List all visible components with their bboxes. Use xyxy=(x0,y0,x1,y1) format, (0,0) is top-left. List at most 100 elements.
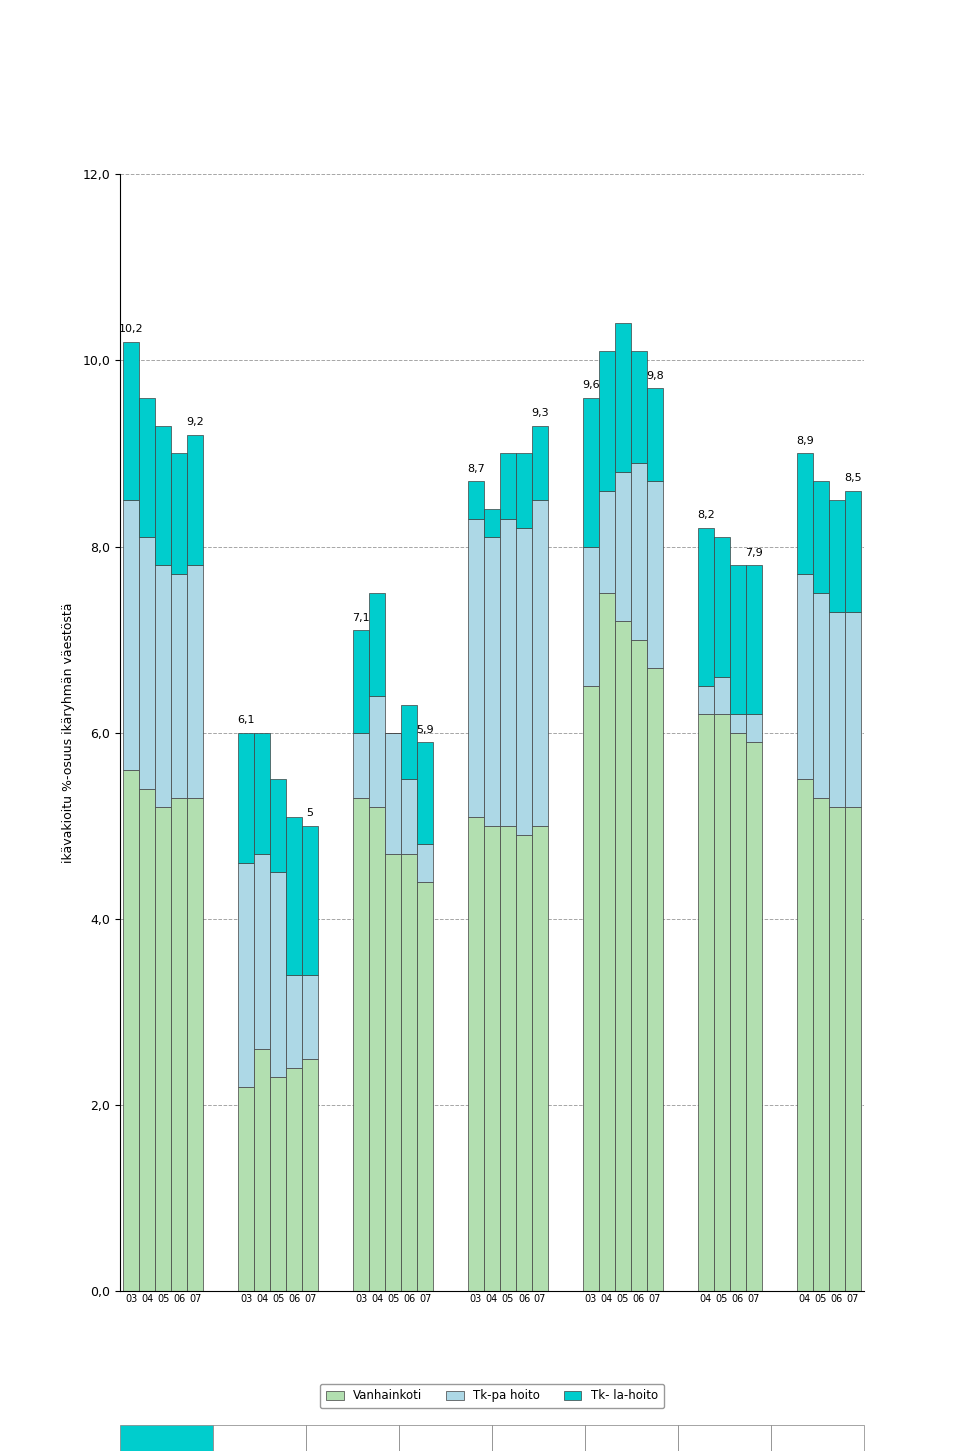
Bar xyxy=(631,640,647,1291)
Bar xyxy=(171,453,187,575)
Bar xyxy=(532,425,548,501)
Bar xyxy=(401,779,417,853)
Text: 7,9: 7,9 xyxy=(745,547,763,557)
Bar xyxy=(187,798,204,1291)
Bar xyxy=(484,537,500,826)
Bar xyxy=(369,593,385,695)
Y-axis label: ikävakioitu %-osuus ikäryhmän väestöstä: ikävakioitu %-osuus ikäryhmän väestöstä xyxy=(62,602,76,863)
Bar xyxy=(123,501,139,770)
Bar xyxy=(647,667,663,1291)
Bar xyxy=(845,490,861,612)
Bar xyxy=(631,463,647,640)
Bar xyxy=(385,853,401,1291)
Bar xyxy=(417,882,433,1291)
Bar xyxy=(730,564,746,714)
Text: 7,1: 7,1 xyxy=(352,612,370,622)
Bar xyxy=(417,741,433,844)
Bar xyxy=(532,826,548,1291)
Bar xyxy=(647,482,663,667)
Bar xyxy=(353,733,369,798)
Bar xyxy=(187,564,204,798)
Text: 8,2: 8,2 xyxy=(697,511,715,521)
Bar xyxy=(238,733,254,863)
Bar xyxy=(730,714,746,733)
Bar xyxy=(698,528,714,686)
Bar xyxy=(845,612,861,807)
Bar xyxy=(302,1059,318,1291)
Bar xyxy=(286,1068,302,1291)
Bar xyxy=(270,779,286,872)
Bar xyxy=(238,1087,254,1291)
Bar xyxy=(401,853,417,1291)
Text: 6,1: 6,1 xyxy=(237,715,255,726)
Bar xyxy=(139,788,156,1291)
Bar xyxy=(615,472,631,621)
Bar xyxy=(615,324,631,472)
Bar xyxy=(746,741,762,1291)
Bar xyxy=(171,798,187,1291)
Bar xyxy=(484,509,500,537)
Bar xyxy=(714,537,730,676)
Bar xyxy=(516,528,532,836)
Bar xyxy=(828,612,845,807)
Bar xyxy=(599,351,615,490)
Bar xyxy=(599,490,615,593)
Bar xyxy=(187,435,204,564)
Bar xyxy=(270,872,286,1077)
Bar xyxy=(797,779,813,1291)
Bar xyxy=(286,975,302,1068)
Bar xyxy=(369,807,385,1291)
Bar xyxy=(468,817,484,1291)
Bar xyxy=(516,453,532,528)
Bar xyxy=(797,575,813,779)
Bar xyxy=(139,537,156,788)
Bar xyxy=(302,975,318,1059)
Text: 8,7: 8,7 xyxy=(468,464,485,474)
Bar xyxy=(156,425,171,564)
Bar xyxy=(532,501,548,826)
Bar xyxy=(385,733,401,853)
Bar xyxy=(631,351,647,463)
Bar xyxy=(302,826,318,975)
Text: 8,5: 8,5 xyxy=(844,473,862,483)
Bar xyxy=(500,518,516,826)
Bar xyxy=(647,389,663,482)
Bar xyxy=(254,853,270,1049)
Bar xyxy=(797,453,813,575)
Bar xyxy=(468,518,484,817)
Bar xyxy=(254,1049,270,1291)
Bar xyxy=(746,714,762,741)
Bar xyxy=(828,807,845,1291)
Text: 8,9: 8,9 xyxy=(796,435,814,445)
Bar xyxy=(156,807,171,1291)
Bar xyxy=(714,676,730,714)
Bar xyxy=(698,686,714,714)
Bar xyxy=(123,341,139,501)
Bar xyxy=(845,807,861,1291)
Bar xyxy=(417,844,433,882)
Bar xyxy=(698,714,714,1291)
Text: 9,8: 9,8 xyxy=(646,371,663,380)
Bar xyxy=(730,733,746,1291)
Legend: Vanhainkoti, Tk-pa hoito, Tk- la-hoito: Vanhainkoti, Tk-pa hoito, Tk- la-hoito xyxy=(320,1384,664,1409)
Bar xyxy=(353,630,369,733)
Bar xyxy=(828,501,845,612)
Text: 5,9: 5,9 xyxy=(417,724,434,734)
Bar xyxy=(484,826,500,1291)
Bar xyxy=(369,695,385,807)
Bar xyxy=(123,770,139,1291)
Bar xyxy=(615,621,631,1291)
Bar xyxy=(139,398,156,537)
Bar xyxy=(813,798,828,1291)
Bar xyxy=(500,826,516,1291)
Text: 9,2: 9,2 xyxy=(186,418,204,428)
Text: 10,2: 10,2 xyxy=(119,324,143,334)
Text: 5: 5 xyxy=(306,808,314,818)
Bar xyxy=(583,547,599,686)
Bar xyxy=(254,733,270,853)
Bar xyxy=(714,714,730,1291)
Text: 9,6: 9,6 xyxy=(582,380,600,390)
Text: 9,3: 9,3 xyxy=(531,408,549,418)
Bar xyxy=(156,564,171,807)
Bar xyxy=(270,1077,286,1291)
